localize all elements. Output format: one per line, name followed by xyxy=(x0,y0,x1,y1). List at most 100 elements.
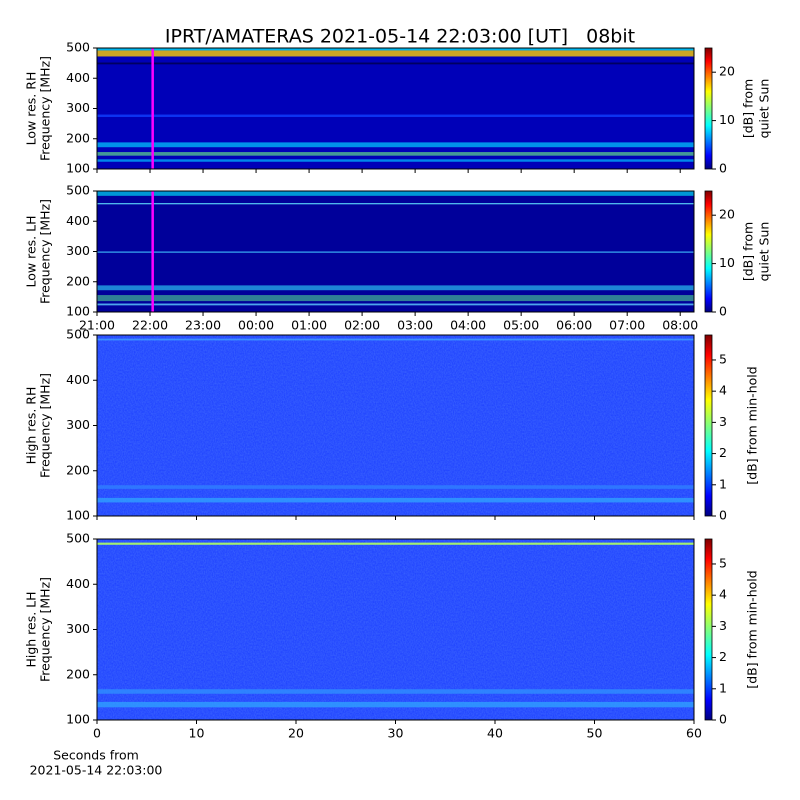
x-tick-label: 01:00 xyxy=(291,318,327,333)
colorbar-label: quiet Sun xyxy=(757,222,772,282)
spectrogram-band xyxy=(97,50,694,57)
spectrogram-band xyxy=(97,542,694,545)
x-tick-label: 07:00 xyxy=(609,318,645,333)
spectrogram-band xyxy=(97,152,694,156)
y-tick-label: 200 xyxy=(66,666,90,681)
y-tick-label: 100 xyxy=(66,304,90,319)
x-tick-label: 20 xyxy=(288,726,304,741)
y-tick-label: 300 xyxy=(66,100,90,115)
y-axis-label: High res. RH xyxy=(24,387,39,465)
x-tick-label: 03:00 xyxy=(397,318,433,333)
y-tick-label: 300 xyxy=(66,621,90,636)
x-tick-label: 02:00 xyxy=(344,318,380,333)
spectrogram-band xyxy=(97,142,694,148)
y-tick-label: 200 xyxy=(66,462,90,477)
y-tick-label: 500 xyxy=(66,40,90,55)
spectrogram-band xyxy=(97,114,694,117)
spectrogram-band xyxy=(97,689,694,694)
x-axis-label: 2021-05-14 22:03:00 xyxy=(30,763,163,778)
x-tick-label: 40 xyxy=(487,726,503,741)
spectrogram-band xyxy=(97,62,694,65)
y-tick-label: 500 xyxy=(66,327,90,342)
colorbar-tick-label: 2 xyxy=(719,445,727,460)
colorbar xyxy=(704,334,713,517)
colorbar-tick-label: 1 xyxy=(719,680,727,695)
x-tick-label: 0 xyxy=(93,726,101,741)
y-tick-label: 100 xyxy=(66,508,90,523)
colorbar-tick-label: 10 xyxy=(719,112,735,127)
spectrogram-band xyxy=(97,701,694,708)
colorbar-tick-label: 0 xyxy=(719,508,727,523)
x-tick-label: 04:00 xyxy=(450,318,486,333)
colorbar-tick-label: 20 xyxy=(719,64,735,79)
x-tick-label: 30 xyxy=(388,726,404,741)
colorbar-label: [dB] from xyxy=(741,222,756,281)
colorbar-tick-label: 10 xyxy=(719,255,735,270)
colorbar-tick-label: 20 xyxy=(719,207,735,222)
x-axis-label: Seconds from xyxy=(53,748,139,763)
spectrogram-band xyxy=(97,191,694,196)
colorbar-tick-label: 3 xyxy=(719,618,727,633)
colorbar xyxy=(704,538,713,721)
spectrogram-band xyxy=(97,295,694,302)
y-axis-label: Frequency [MHz] xyxy=(38,577,53,682)
y-axis-label: High res. LH xyxy=(24,591,39,667)
colorbar-tick-label: 2 xyxy=(719,649,727,664)
y-axis-label: Low res. LH xyxy=(24,216,39,288)
colorbar-label: [dB] from min-hold xyxy=(745,366,760,484)
spectrogram-band xyxy=(97,497,694,503)
y-axis-label: Frequency [MHz] xyxy=(38,373,53,478)
spectrogram xyxy=(97,48,694,169)
spectrogram-band xyxy=(97,338,694,341)
spectrogram-band xyxy=(97,159,694,162)
x-tick-label: 22:00 xyxy=(132,318,168,333)
y-tick-label: 300 xyxy=(66,417,90,432)
colorbar-tick-label: 5 xyxy=(719,555,727,570)
colorbar-label: [dB] from xyxy=(741,79,756,138)
y-axis-label: Low res. RH xyxy=(24,72,39,146)
spectrogram-band xyxy=(97,48,694,51)
y-tick-label: 400 xyxy=(66,576,90,591)
y-tick-label: 200 xyxy=(66,130,90,145)
colorbar-tick-label: 5 xyxy=(719,351,727,366)
colorbar-label: quiet Sun xyxy=(757,79,772,139)
colorbar-tick-label: 1 xyxy=(719,476,727,491)
y-tick-label: 500 xyxy=(66,183,90,198)
chart-title: IPRT/AMATERAS 2021-05-14 22:03:00 [UT] 0… xyxy=(165,26,635,48)
y-tick-label: 500 xyxy=(66,531,90,546)
colorbar-label: [dB] from min-hold xyxy=(745,570,760,688)
colorbar xyxy=(704,190,713,313)
y-axis-label: Frequency [MHz] xyxy=(38,199,53,304)
x-tick-label: 06:00 xyxy=(556,318,592,333)
y-tick-label: 400 xyxy=(66,213,90,228)
colorbar-tick-label: 0 xyxy=(719,712,727,727)
colorbar-tick-label: 4 xyxy=(719,587,727,602)
panel: 100 200 300 400 500 High res. RH Frequency [MH… xyxy=(24,327,760,523)
spectrogram-band xyxy=(97,203,694,205)
spectrogram-band xyxy=(97,303,694,306)
y-tick-label: 400 xyxy=(66,372,90,387)
y-tick-label: 100 xyxy=(66,712,90,727)
y-tick-label: 300 xyxy=(66,243,90,258)
x-tick-label: 05:00 xyxy=(503,318,539,333)
colorbar-tick-label: 0 xyxy=(719,304,727,319)
y-tick-label: 100 xyxy=(66,161,90,176)
x-tick-label: 23:00 xyxy=(185,318,221,333)
spectrogram-band xyxy=(97,285,694,291)
x-tick-label: 00:00 xyxy=(238,318,274,333)
colorbar-tick-label: 3 xyxy=(719,414,727,429)
x-tick-label: 08:00 xyxy=(662,318,698,333)
y-axis-label: Frequency [MHz] xyxy=(38,56,53,161)
x-tick-label: 50 xyxy=(587,726,603,741)
colorbar xyxy=(704,47,713,170)
x-tick-label: 60 xyxy=(686,726,702,741)
spectrogram-band xyxy=(97,251,694,253)
colorbar-tick-label: 0 xyxy=(719,161,727,176)
x-tick-label: 21:00 xyxy=(79,318,115,333)
y-tick-label: 400 xyxy=(66,70,90,85)
x-tick-label: 10 xyxy=(189,726,205,741)
